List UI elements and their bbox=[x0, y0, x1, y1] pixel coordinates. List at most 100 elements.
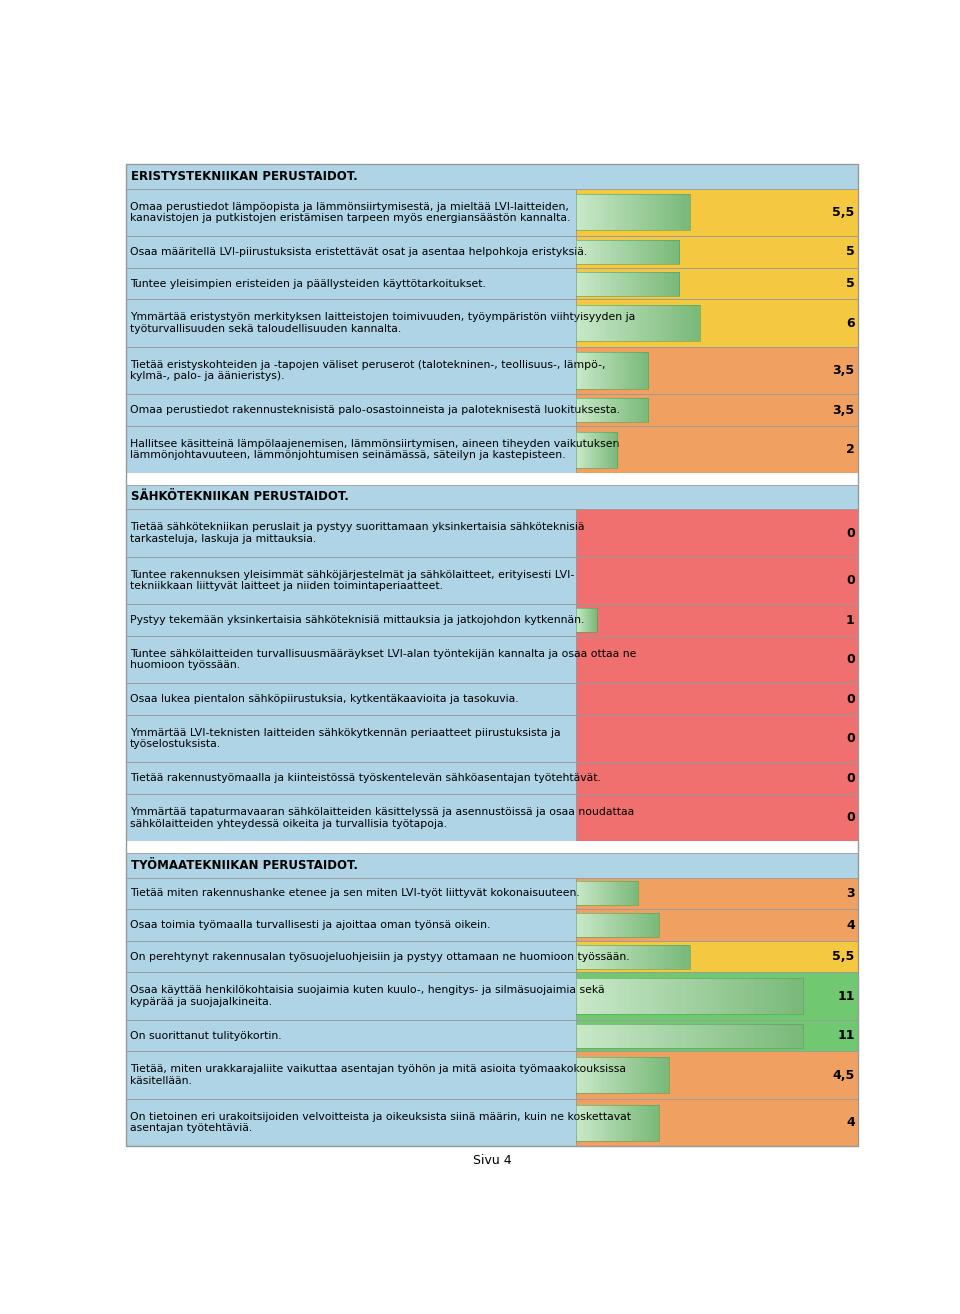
Bar bbox=[604, 431, 606, 468]
Text: Ymmärtää eristystyön merkityksen laitteistojen toimivuuden, työympäristön viihty: Ymmärtää eristystyön merkityksen laittei… bbox=[130, 313, 636, 334]
Bar bbox=[631, 1058, 633, 1093]
Bar bbox=[617, 352, 618, 389]
Bar bbox=[664, 1058, 666, 1093]
Bar bbox=[593, 352, 594, 389]
Bar bbox=[662, 305, 665, 342]
Bar bbox=[578, 194, 580, 230]
Bar bbox=[593, 240, 595, 264]
Bar bbox=[645, 240, 647, 264]
Bar bbox=[619, 1105, 620, 1141]
Bar bbox=[607, 1058, 609, 1093]
Bar bbox=[576, 272, 680, 296]
Bar bbox=[580, 1024, 584, 1047]
Bar bbox=[623, 352, 625, 389]
Bar bbox=[636, 978, 640, 1014]
Bar bbox=[684, 945, 686, 968]
Bar bbox=[687, 194, 690, 230]
Bar bbox=[665, 945, 667, 968]
Bar bbox=[631, 398, 632, 422]
Text: Hallitsee käsitteinä lämpölaajenemisen, lämmönsiirtymisen, aineen tiheyden vaiku: Hallitsee käsitteinä lämpölaajenemisen, … bbox=[130, 439, 619, 460]
Bar bbox=[799, 978, 804, 1014]
Bar bbox=[587, 272, 588, 296]
Bar bbox=[644, 945, 646, 968]
Bar bbox=[698, 305, 700, 342]
Bar bbox=[590, 305, 593, 342]
Bar bbox=[610, 882, 611, 905]
Bar bbox=[601, 305, 603, 342]
Bar bbox=[576, 1105, 659, 1141]
Bar bbox=[632, 882, 634, 905]
Bar bbox=[583, 431, 584, 468]
Bar bbox=[609, 1058, 611, 1093]
Bar bbox=[632, 305, 635, 342]
Bar bbox=[640, 945, 642, 968]
Bar bbox=[633, 240, 635, 264]
Bar bbox=[631, 352, 632, 389]
Bar bbox=[605, 305, 608, 342]
Bar bbox=[576, 398, 578, 422]
Bar bbox=[591, 978, 595, 1014]
Bar bbox=[626, 240, 628, 264]
Bar bbox=[613, 913, 615, 937]
Bar bbox=[708, 1024, 712, 1047]
Bar bbox=[606, 352, 608, 389]
Bar bbox=[576, 1051, 858, 1099]
Bar bbox=[664, 305, 667, 342]
Bar bbox=[627, 913, 629, 937]
Bar bbox=[724, 1024, 728, 1047]
Bar bbox=[750, 1024, 755, 1047]
Bar bbox=[631, 194, 634, 230]
Bar bbox=[126, 189, 576, 237]
Text: Osaa määritellä LVI-piirustuksista eristettävät osat ja asentaa helpohkoja erist: Osaa määritellä LVI-piirustuksista erist… bbox=[130, 247, 588, 258]
Bar bbox=[616, 882, 617, 905]
Bar bbox=[705, 1024, 708, 1047]
Bar bbox=[589, 913, 591, 937]
Bar bbox=[616, 913, 617, 937]
Text: 4: 4 bbox=[846, 1116, 854, 1129]
Bar bbox=[636, 945, 639, 968]
Bar bbox=[637, 398, 639, 422]
Bar bbox=[595, 978, 599, 1014]
Bar bbox=[602, 1105, 604, 1141]
Bar bbox=[578, 431, 579, 468]
Bar bbox=[611, 913, 612, 937]
Bar bbox=[586, 194, 588, 230]
Bar bbox=[635, 272, 636, 296]
Bar bbox=[589, 431, 591, 468]
Bar bbox=[635, 1058, 636, 1093]
Bar bbox=[599, 1024, 603, 1047]
Bar bbox=[621, 978, 626, 1014]
Bar bbox=[580, 945, 582, 968]
Bar bbox=[621, 1024, 626, 1047]
Bar bbox=[594, 305, 597, 342]
Bar bbox=[671, 305, 673, 342]
Bar bbox=[615, 305, 617, 342]
Bar bbox=[624, 1058, 626, 1093]
Bar bbox=[672, 240, 675, 264]
Bar bbox=[598, 1058, 600, 1093]
Bar bbox=[627, 194, 630, 230]
Bar bbox=[649, 1105, 651, 1141]
Bar bbox=[675, 305, 678, 342]
Bar bbox=[613, 431, 614, 468]
Bar bbox=[635, 240, 636, 264]
Bar bbox=[655, 305, 657, 342]
Bar bbox=[611, 398, 612, 422]
Bar bbox=[633, 194, 636, 230]
Bar bbox=[580, 272, 582, 296]
Bar bbox=[605, 398, 607, 422]
Bar bbox=[614, 431, 615, 468]
Bar bbox=[661, 945, 663, 968]
Bar bbox=[585, 431, 586, 468]
Bar bbox=[660, 945, 661, 968]
Bar bbox=[609, 272, 611, 296]
Bar bbox=[603, 194, 605, 230]
Bar bbox=[580, 913, 582, 937]
Bar bbox=[648, 240, 651, 264]
Bar bbox=[638, 194, 640, 230]
Bar bbox=[579, 398, 580, 422]
Bar bbox=[640, 398, 641, 422]
Bar bbox=[602, 240, 604, 264]
Bar bbox=[676, 272, 678, 296]
Bar bbox=[750, 978, 755, 1014]
